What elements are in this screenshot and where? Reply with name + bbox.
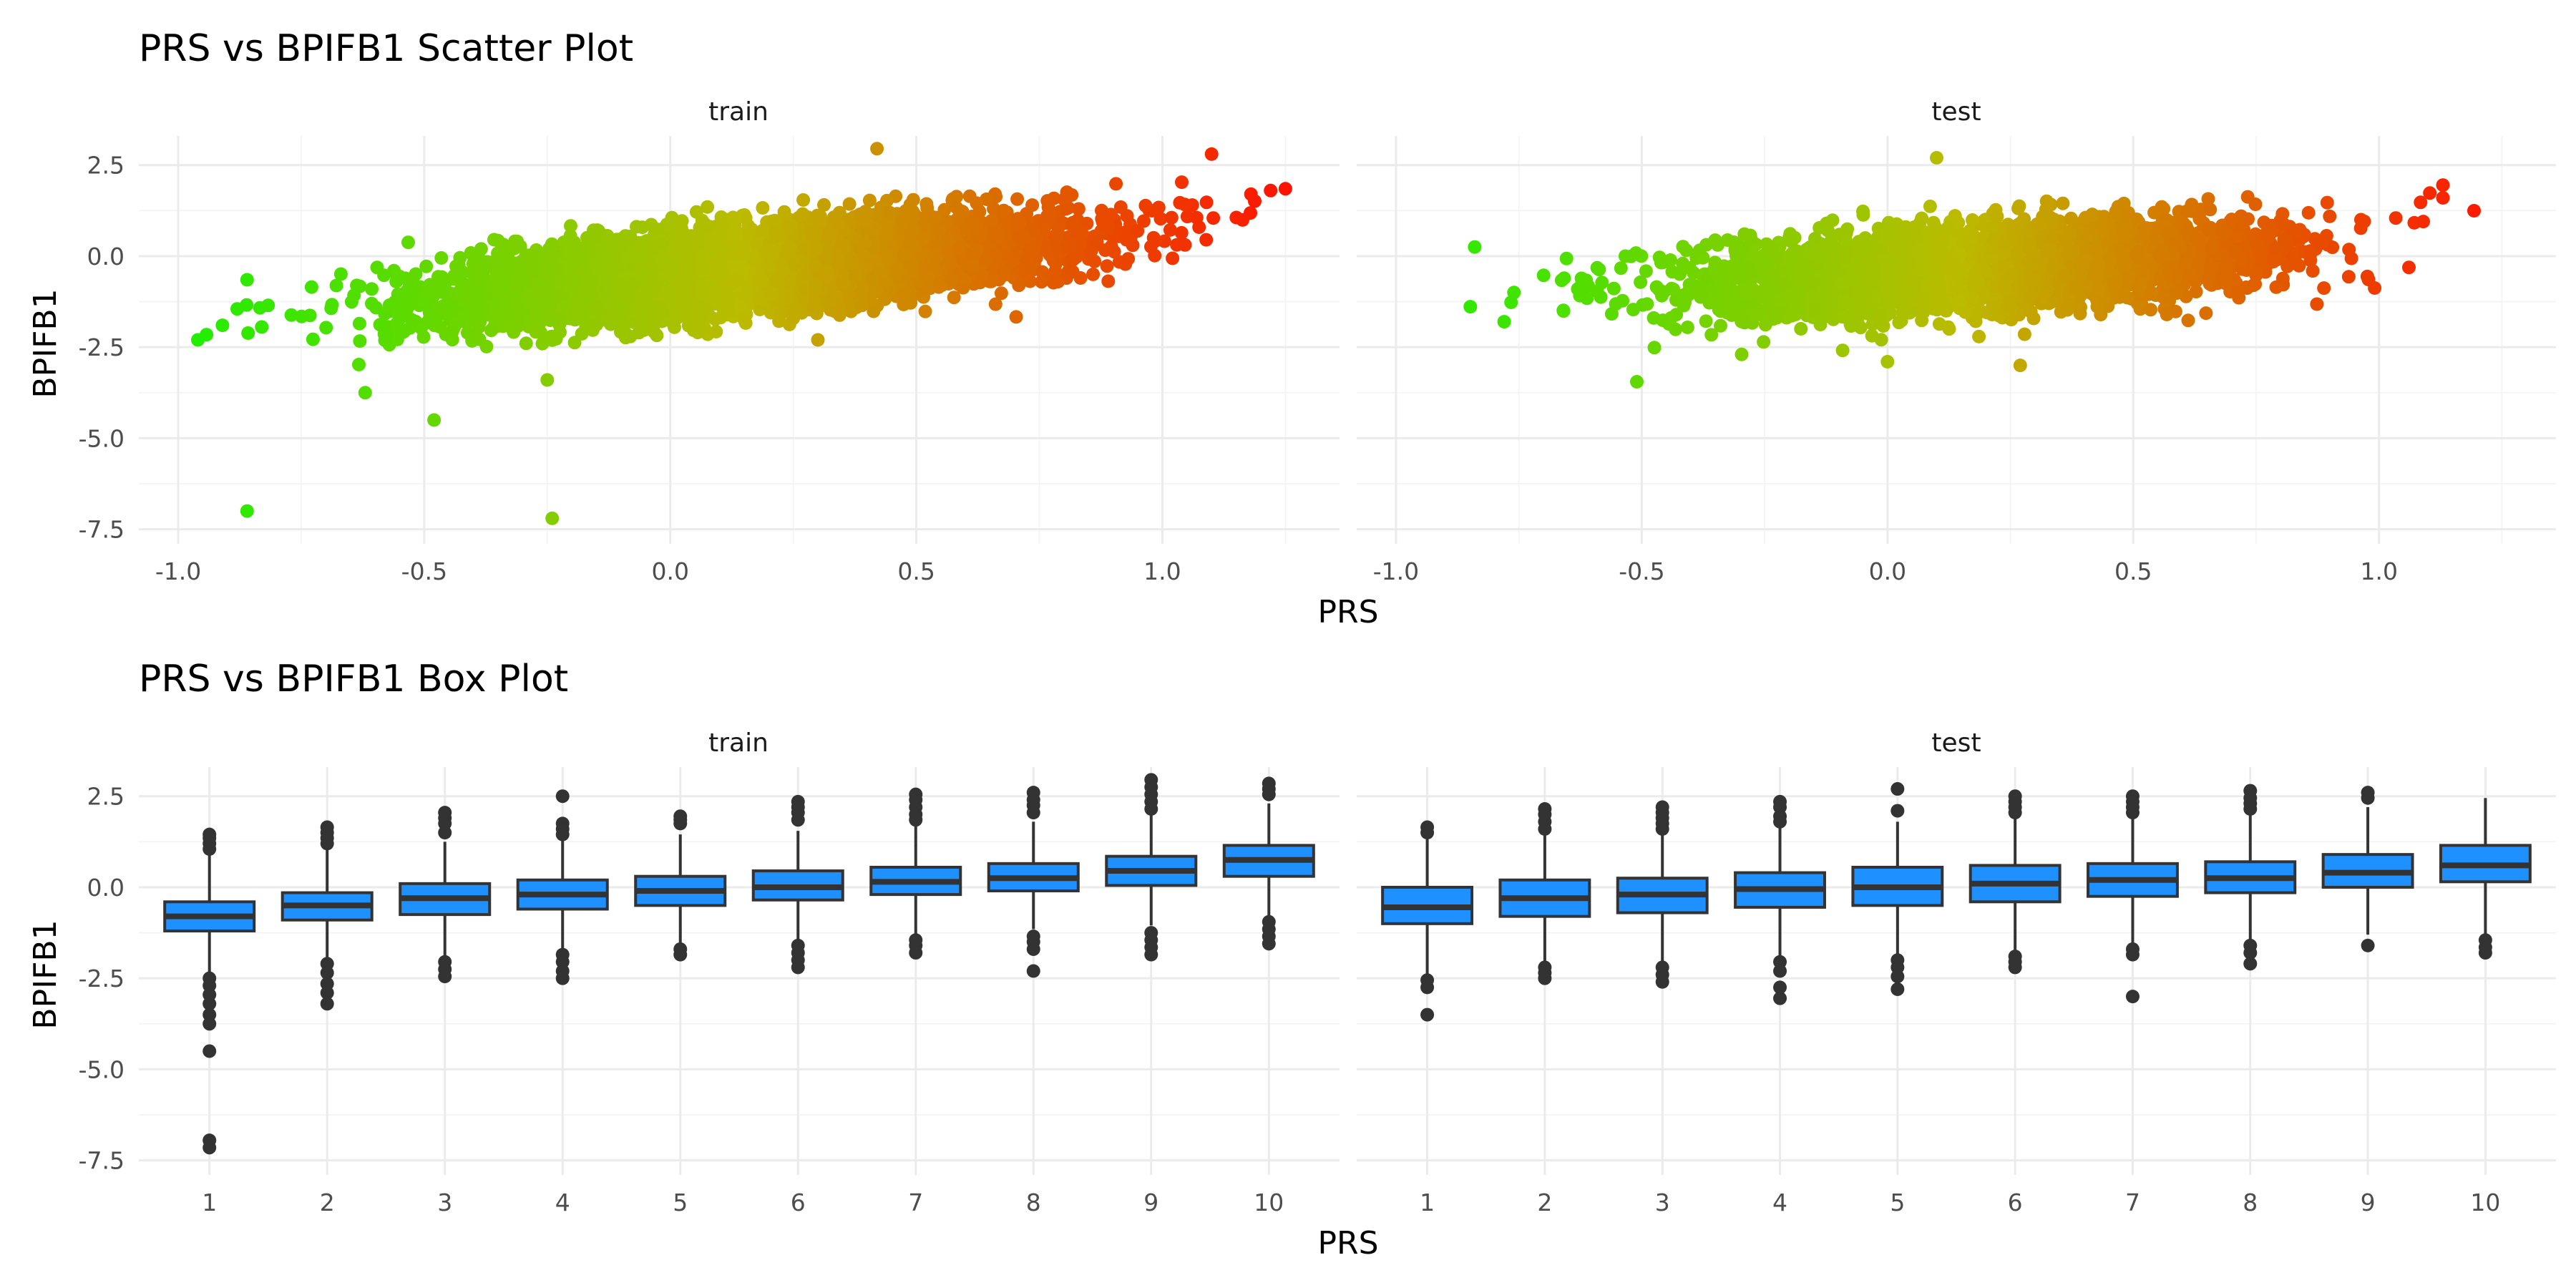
scatter-point <box>365 282 379 296</box>
scatter-point <box>1199 195 1214 210</box>
scatter-point <box>416 330 431 344</box>
scatter-point <box>1206 211 1221 225</box>
scatter-point <box>370 260 384 275</box>
scatter-point <box>1175 175 1189 190</box>
scatter-point <box>347 288 361 303</box>
scatter-point <box>389 275 404 288</box>
scatter-point <box>333 267 348 281</box>
scatter-point <box>401 235 415 250</box>
scatter-point <box>1192 220 1206 234</box>
scatter-point <box>304 280 318 294</box>
scatter-point <box>650 328 664 343</box>
scatter-point <box>796 193 811 207</box>
scatter-point <box>1065 265 1080 279</box>
scatter-point <box>867 304 881 318</box>
scatter-point <box>382 298 396 312</box>
box-plot-title: PRS vs BPIFB1 Box Plot <box>139 658 568 701</box>
scatter-point <box>919 197 934 211</box>
scatter-point <box>404 313 419 327</box>
scatter-point <box>1023 260 1037 275</box>
scatter-point <box>1174 225 1189 240</box>
scatter-point <box>303 308 317 323</box>
scatter-point <box>756 201 770 215</box>
scatter-point <box>564 219 577 233</box>
scatter-point <box>918 304 932 318</box>
scatter-point <box>352 316 366 331</box>
scatter-point <box>1166 251 1180 265</box>
scatter-point <box>329 278 343 293</box>
scatter-point <box>1066 253 1080 267</box>
scatter-point <box>1012 278 1026 293</box>
scatter-point <box>709 325 723 338</box>
scatter-point <box>972 205 987 219</box>
scatter-point <box>1010 192 1025 206</box>
scatter-panel-train: -1.0 -0.5 0.0 0.5 1.02.50.0-2.5-5.0-7.5 <box>79 136 1340 585</box>
scatter-point <box>997 203 1011 218</box>
scatter-point <box>284 308 298 322</box>
scatter-point <box>324 301 338 316</box>
scatter-point <box>1101 274 1116 288</box>
scatter-point <box>497 238 510 252</box>
scatter-point <box>352 358 366 371</box>
scatter-point <box>255 320 269 334</box>
scatter-point <box>632 326 646 340</box>
scatter-point <box>701 200 715 214</box>
scatter-point <box>501 255 515 270</box>
scatter-point <box>1071 202 1085 216</box>
scatter-point <box>1100 259 1114 273</box>
scatter-point <box>484 323 498 338</box>
scatter-point <box>1163 223 1177 237</box>
scatter-point <box>1035 275 1048 289</box>
scatter-point <box>1086 267 1101 281</box>
scatter-point <box>1131 224 1145 238</box>
scatter-point <box>241 326 255 340</box>
scatter-point <box>353 334 367 348</box>
scatter-point <box>575 327 589 341</box>
scatter-plot-title: PRS vs BPIFB1 Scatter Plot <box>139 27 633 70</box>
scatter-point <box>1025 198 1040 213</box>
scatter-point <box>988 297 1002 311</box>
scatter-point <box>452 258 466 272</box>
scatter-point <box>306 332 320 346</box>
scatter-point <box>1148 248 1162 263</box>
scatter-point <box>419 259 434 273</box>
scatter-point <box>796 207 810 221</box>
